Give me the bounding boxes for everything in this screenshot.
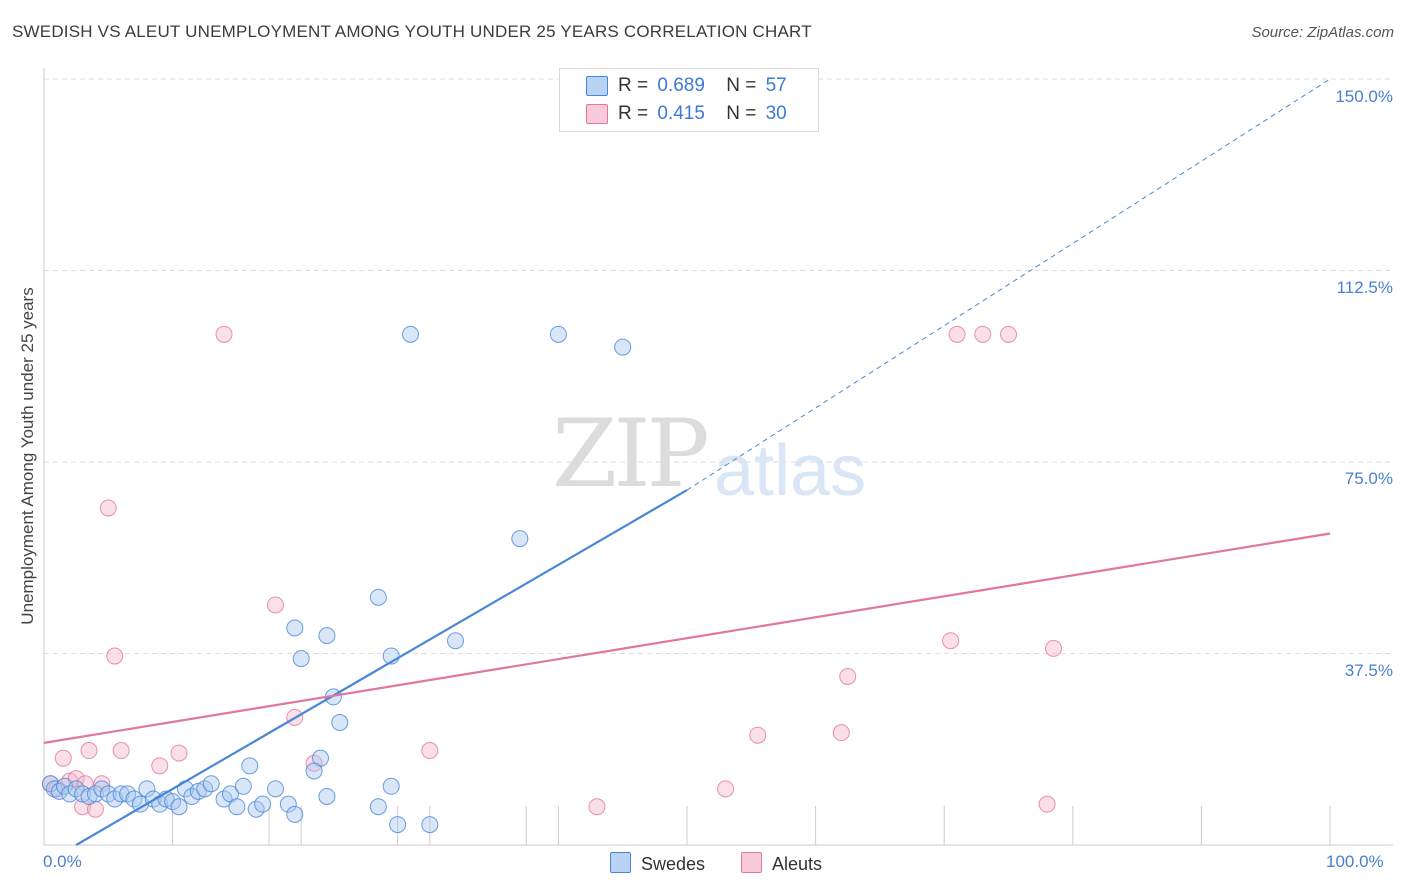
swedes-point [234,777,252,795]
aleuts-point [942,632,960,650]
watermark-atlas: atlas [714,431,867,511]
y-tick-label: 112.5% [1336,278,1393,297]
swedes-trend-line [75,489,688,846]
swedes-point [279,795,297,813]
n-value: 30 [765,103,787,124]
swedes-point [382,777,400,795]
legend-label-swedes: Swedes [641,854,706,874]
swedes-point [241,757,259,775]
watermark-zip: ZIP [552,400,710,509]
aleuts-point [112,742,130,760]
aleuts-point [948,325,966,343]
x-tick-label: 100.0% [1326,852,1384,871]
aleuts-point [1045,639,1063,657]
legend-label-aleuts: Aleuts [772,854,823,874]
aleuts-point [1038,795,1056,813]
aleuts-point [93,775,111,793]
r-value: 0.689 [657,75,705,96]
legend-row-swedes: R = 0.689 N = 57 [618,75,787,97]
aleuts-point [74,798,92,816]
chart-title: SWEDISH VS ALEUT UNEMPLOYMENT AMONG YOUT… [12,22,812,41]
swatch-swedes [610,852,631,873]
gridlines [44,78,1393,654]
swedes-point [254,795,272,813]
aleuts-point [749,726,767,744]
swedes-point [447,632,465,650]
legend-swatch-swedes [586,76,608,96]
swedes-point [50,782,68,800]
n-label: N = [726,75,757,96]
aleuts-point [839,667,857,685]
n-value: 57 [765,75,787,96]
aleuts-point [974,325,992,343]
swedes-point [305,762,323,780]
y-tick-label: 75.0% [1344,469,1393,488]
aleuts-trend-line [43,532,1331,744]
swedes-points [41,325,632,834]
legend-item-aleuts[interactable]: Aleuts [741,852,822,875]
legend-item-swedes[interactable]: Swedes [610,852,705,875]
swedes-point [369,588,387,606]
aleuts-point [76,775,94,793]
swatch-aleuts [741,852,762,873]
aleuts-point [54,749,72,767]
aleuts-point [106,647,124,665]
x-tick-label: 0.0% [43,852,82,871]
trend-lines [43,78,1331,846]
swedes-point [331,713,349,731]
swedes-trend-extension [686,78,1331,491]
aleuts-point [588,798,606,816]
swedes-point [286,805,304,823]
r-label: R = [618,103,649,124]
swedes-point [318,787,336,805]
swedes-point [369,798,387,816]
aleuts-points [41,325,1063,818]
aleuts-point [266,596,284,614]
r-value: 0.415 [657,103,705,124]
swedes-point [112,785,130,803]
legend-stats: R = 0.689 N = 57 R = 0.415 N = 30 [559,68,819,132]
swedes-point [511,530,529,548]
axes [43,68,1393,846]
r-label: R = [618,75,649,96]
swedes-point [45,780,63,798]
aleuts-point [80,742,98,760]
swedes-point [389,816,407,834]
legend-swatch-aleuts [586,104,608,124]
swedes-point [292,650,310,668]
swedes-point [138,780,156,798]
swedes-point [402,325,420,343]
legend-row-aleuts: R = 0.415 N = 30 [618,103,787,125]
swedes-point [318,627,336,645]
aleuts-point [421,742,439,760]
y-tick-label: 37.5% [1344,661,1393,680]
aleuts-point [717,780,735,798]
swedes-point [286,619,304,637]
swedes-point [421,816,439,834]
source-credit: Source: ZipAtlas.com [1251,24,1394,41]
aleuts-point [215,325,233,343]
swedes-point [170,798,188,816]
aleuts-point [832,724,850,742]
y-tick-label: 150.0% [1335,87,1393,106]
n-label: N = [726,103,757,124]
swedes-point [266,780,284,798]
aleuts-point [170,744,188,762]
aleuts-point [151,757,169,775]
swedes-point [202,775,220,793]
aleuts-point [99,499,117,517]
swedes-point [228,798,246,816]
swedes-point [614,338,632,356]
aleuts-point [1000,325,1017,343]
y-axis-label: Unemployment Among Youth under 25 years [18,287,37,625]
swedes-point [549,325,567,343]
